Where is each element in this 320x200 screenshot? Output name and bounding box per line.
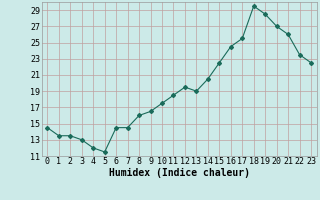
X-axis label: Humidex (Indice chaleur): Humidex (Indice chaleur) [109,168,250,178]
